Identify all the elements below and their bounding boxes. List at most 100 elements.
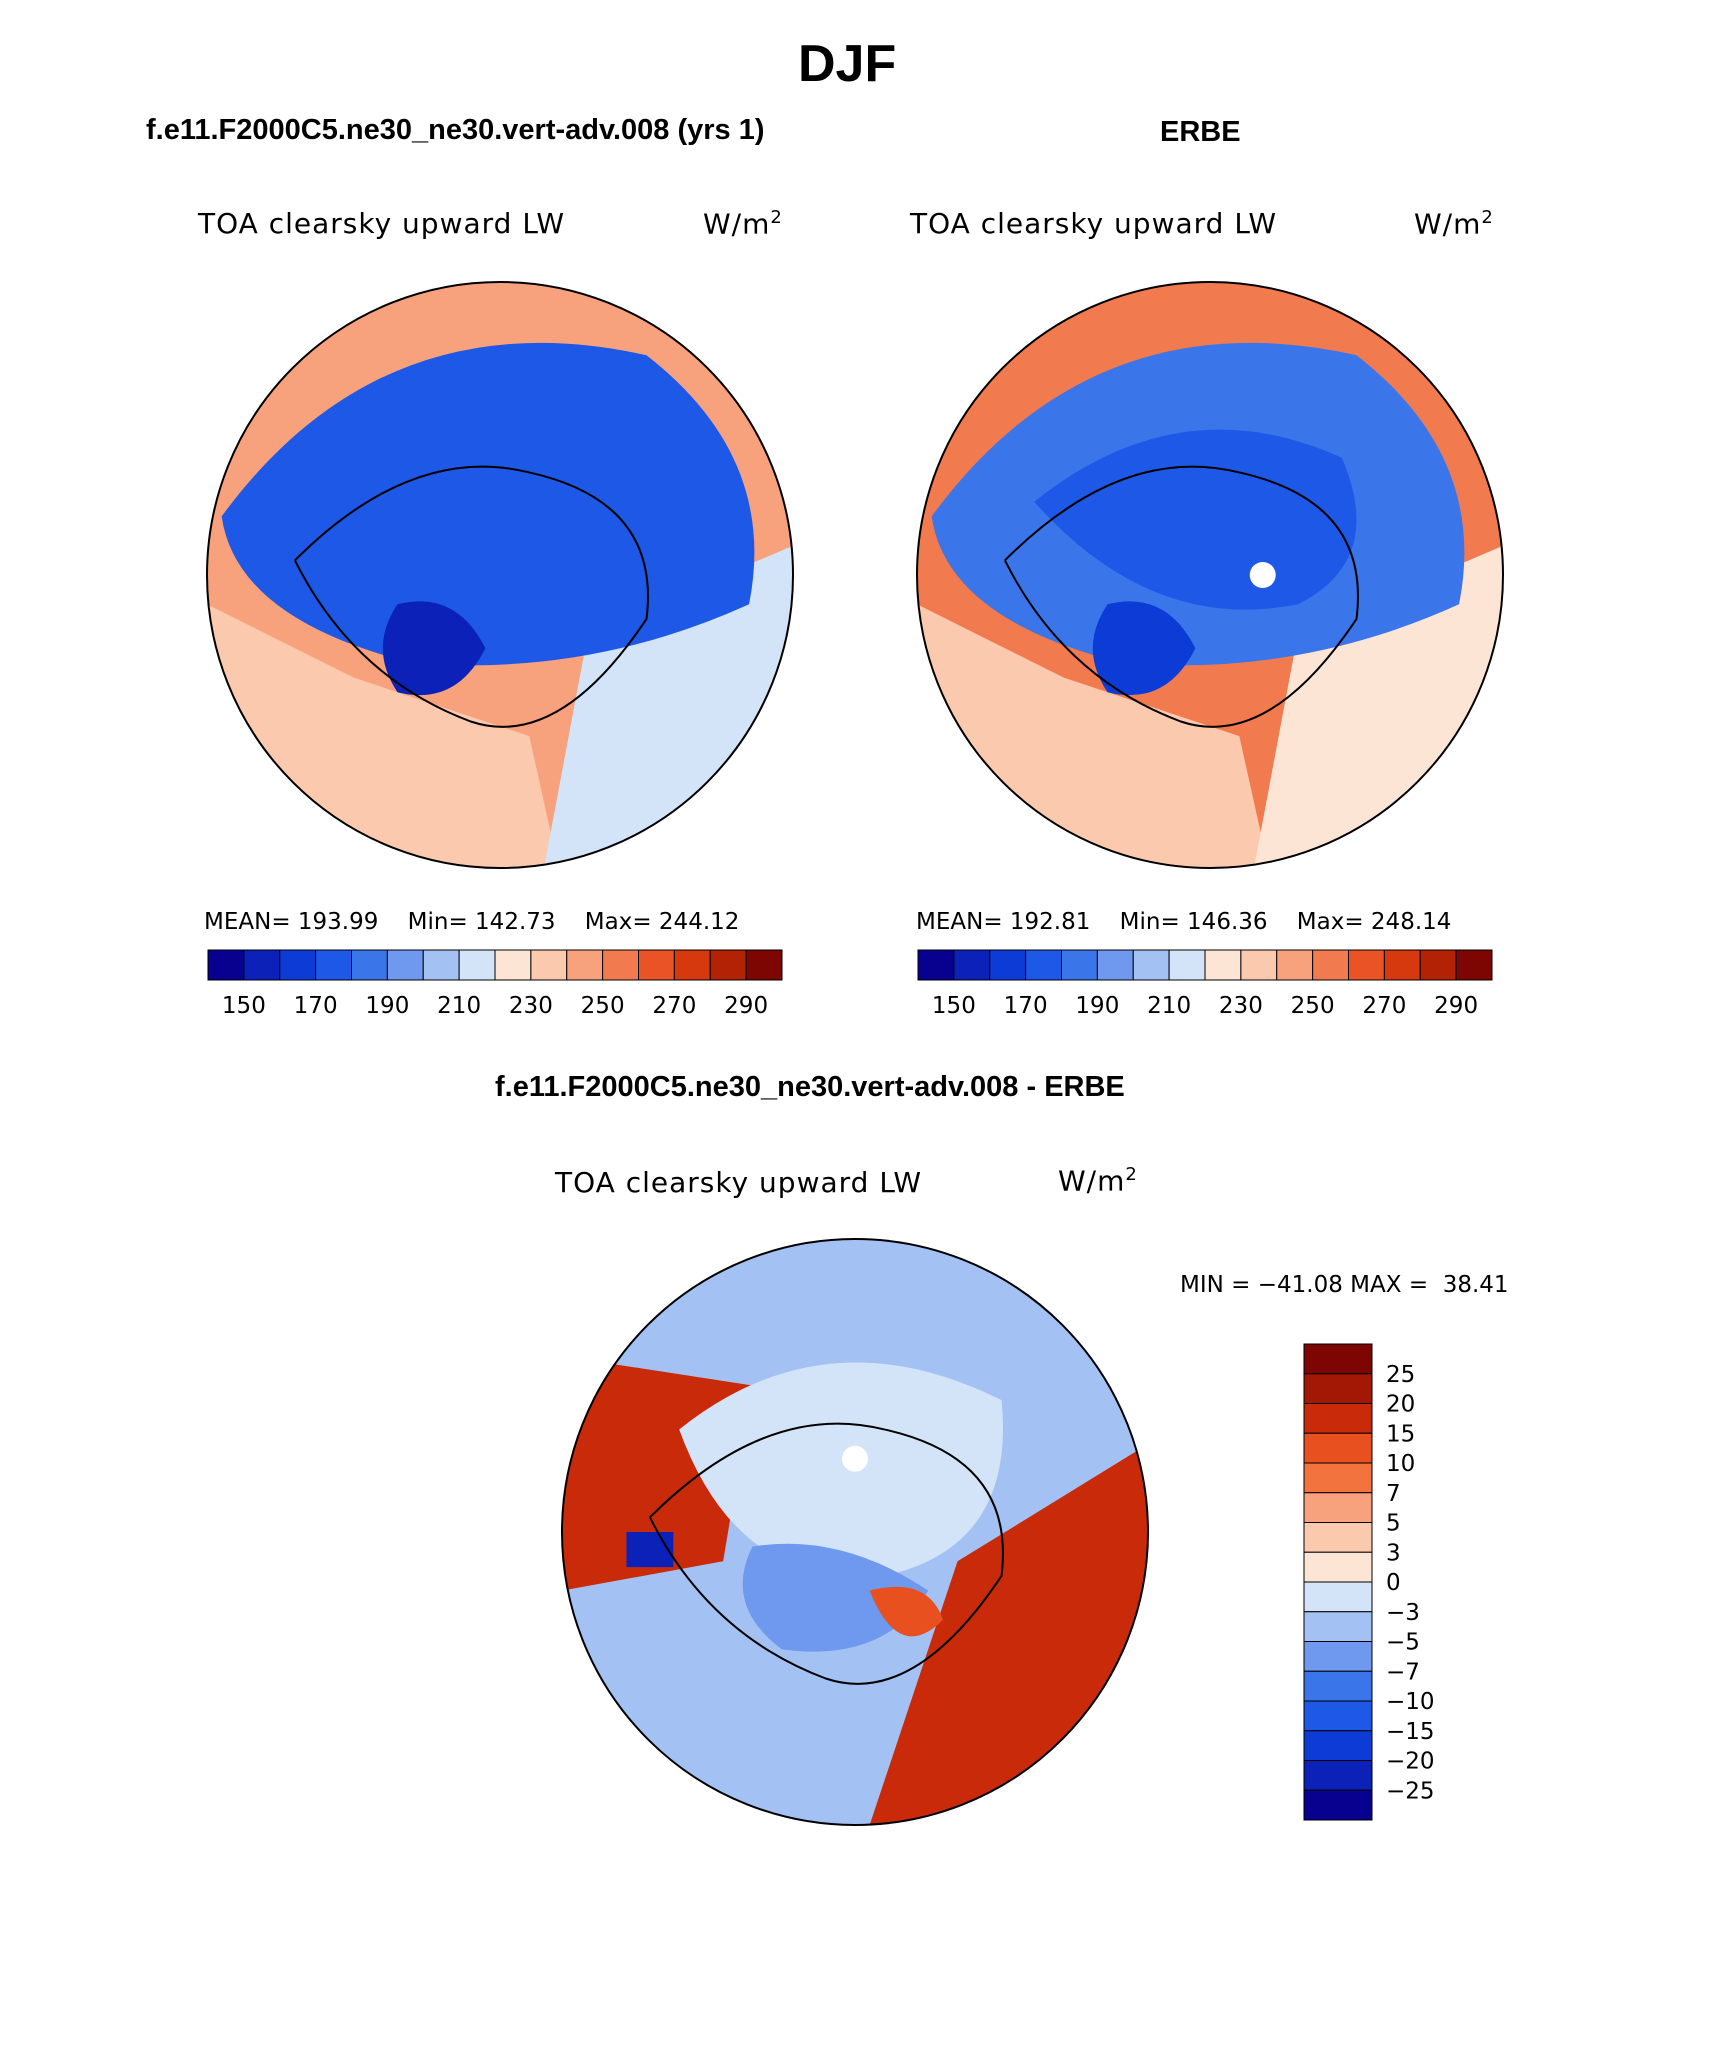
colorbar-tick-label: 3 <box>1386 1540 1401 1566</box>
colorbar-swatch <box>1348 949 1385 981</box>
max-label: MAX = <box>1350 1272 1429 1298</box>
mean-value: 193.99 <box>297 909 379 935</box>
colorbar-swatch <box>638 949 675 981</box>
field-region-central-arctic <box>1034 429 1357 610</box>
pole-missing-data <box>842 1445 868 1472</box>
panel2-title: ERBE <box>1160 116 1241 148</box>
colorbar-swatch <box>745 949 783 981</box>
map-boundary <box>561 1238 1149 1826</box>
colorbar-tick-label: 210 <box>437 993 481 1019</box>
colorbar-tick-label: 150 <box>222 993 266 1019</box>
colorbar-swatch <box>1303 1760 1373 1791</box>
panel3-stats: MIN = −41.08 MAX = 38.41 <box>1180 1272 1509 1298</box>
panel3-title: f.e11.F2000C5.ne30_ne30.vert-adv.008 - E… <box>495 1071 1125 1103</box>
colorbar-tick-label: 170 <box>1004 993 1048 1019</box>
colorbar-swatch <box>1303 1373 1373 1404</box>
colorbar-swatch <box>1303 1700 1373 1732</box>
colorbar-swatch <box>1455 949 1493 981</box>
colorbar-swatch <box>1303 1730 1373 1761</box>
colorbar-swatch <box>1303 1551 1373 1583</box>
panel3-variable: TOA clearsky upward LW <box>555 1166 923 1199</box>
min-label: Min= <box>1119 909 1180 935</box>
map-boundary <box>206 281 794 869</box>
field-region-central-arctic <box>324 429 647 610</box>
colorbar-swatch <box>1303 1462 1373 1494</box>
colorbar-tick-label: 10 <box>1386 1451 1415 1477</box>
colorbar-swatch <box>1303 1581 1373 1613</box>
colorbar-swatch <box>494 949 532 981</box>
units-exp: 2 <box>770 207 783 228</box>
field-region-north-america <box>742 1543 929 1652</box>
colorbar-tick-label: −15 <box>1386 1719 1435 1745</box>
max-value: 248.14 <box>1370 909 1452 935</box>
colorbar-2: 150 170 190 210 230 250 270 290 <box>917 949 1493 1019</box>
coastline <box>649 1422 1004 1685</box>
min-label: MIN = <box>1180 1272 1251 1298</box>
colorbar-swatch <box>1096 949 1134 981</box>
units-base: W/m <box>703 207 771 241</box>
colorbar-swatch <box>1303 1343 1373 1375</box>
units-exp: 2 <box>1125 1164 1138 1185</box>
panel2-units: W/m2 <box>1414 207 1494 240</box>
min-value: 146.36 <box>1187 909 1268 935</box>
colorbar-tick-label: 20 <box>1386 1392 1415 1418</box>
colorbar-tick-label: 190 <box>1075 993 1119 1019</box>
colorbar-tick-label: 230 <box>1219 993 1263 1019</box>
colorbar-tick-label: 0 <box>1386 1570 1401 1596</box>
colorbar-swatch <box>1303 1670 1373 1702</box>
max-value: 244.12 <box>658 909 740 935</box>
mean-label: MEAN= <box>916 909 1003 935</box>
colorbar-tick-label: −25 <box>1386 1778 1435 1804</box>
colorbar-swatch <box>1312 949 1349 981</box>
colorbar-swatch <box>1025 949 1062 981</box>
colorbar-tick-label: 290 <box>724 993 768 1019</box>
colorbar-swatch <box>1383 949 1421 981</box>
colorbar-swatch <box>1303 1403 1373 1434</box>
colorbar-swatch <box>1419 949 1457 981</box>
panel1-stats: MEAN= 193.99 Min= 142.73 Max= 244.12 <box>204 909 739 935</box>
colorbar-tick-label: 270 <box>652 993 696 1019</box>
max-label: Max= <box>584 909 652 935</box>
colorbar-swatch <box>1240 949 1278 981</box>
colorbar-swatch <box>989 949 1027 981</box>
coastline <box>294 465 649 728</box>
colorbar-swatch <box>1061 949 1098 981</box>
colorbar-tick-label: 250 <box>1291 993 1335 1019</box>
panel1-units: W/m2 <box>703 207 783 240</box>
colorbar-tick-label: 230 <box>509 993 553 1019</box>
map-panel-3 <box>561 1238 1149 1826</box>
colorbar-swatch <box>1303 1522 1373 1553</box>
colorbar-swatch <box>566 949 604 981</box>
panel3-units: W/m2 <box>1058 1164 1138 1197</box>
colorbar-tick-label: 290 <box>1434 993 1478 1019</box>
colorbar-swatch <box>1303 1789 1373 1821</box>
panel1-variable: TOA clearsky upward LW <box>198 207 566 240</box>
figure-title: DJF <box>798 35 897 93</box>
panel1-title: f.e11.F2000C5.ne30_ne30.vert-adv.008 (yr… <box>146 114 765 146</box>
colorbar-swatch <box>1303 1641 1373 1672</box>
colorbar-swatch <box>1276 949 1314 981</box>
colorbar-tick-label: 150 <box>932 993 976 1019</box>
colorbar-tick-label: 210 <box>1147 993 1191 1019</box>
colorbar-swatch <box>386 949 424 981</box>
colorbar-tick-label: 250 <box>581 993 625 1019</box>
colorbar-3: 25 20 15 10 7 5 3 0 −3 −5 −7 −10 −15 −20 −25 <box>1303 1343 1435 1821</box>
colorbar-swatch <box>673 949 711 981</box>
colorbar-tick-label: 7 <box>1386 1481 1401 1507</box>
colorbar-swatch <box>207 949 245 981</box>
colorbar-swatch <box>1303 1611 1373 1642</box>
colorbar-swatch <box>530 949 568 981</box>
mean-label: MEAN= <box>204 909 291 935</box>
colorbar-tick-label: 5 <box>1386 1511 1401 1537</box>
colorbar-tick-label: 190 <box>365 993 409 1019</box>
min-value: −41.08 <box>1257 1272 1343 1298</box>
colorbar-swatch <box>422 949 460 981</box>
units-base: W/m <box>1414 207 1482 241</box>
colorbar-swatch <box>1168 949 1206 981</box>
min-label: Min= <box>407 909 468 935</box>
units-base: W/m <box>1058 1164 1126 1198</box>
colorbar-swatch <box>351 949 388 981</box>
colorbar-tick-label: 170 <box>294 993 338 1019</box>
field-region-greenland <box>1092 601 1196 696</box>
